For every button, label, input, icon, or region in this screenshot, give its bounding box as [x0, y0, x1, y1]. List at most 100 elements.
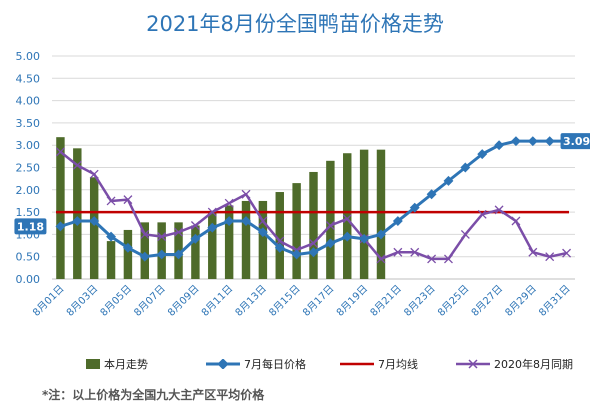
- point-x-marker: [562, 248, 572, 258]
- point-x-marker: [460, 229, 470, 239]
- point-x-marker: [410, 247, 420, 257]
- point-diamond-marker: [89, 216, 100, 226]
- point-x-marker: [342, 214, 352, 224]
- point-diamond-marker: [106, 231, 116, 242]
- bar: [292, 183, 301, 279]
- x-tick-label: 8月01日: [30, 283, 66, 319]
- point-x-marker: [241, 189, 251, 199]
- bar: [208, 212, 217, 279]
- legend-line-swatch-red: [340, 362, 374, 366]
- y-tick-label: 1.50: [16, 206, 41, 219]
- legend-line-swatch-blue: [206, 359, 240, 369]
- point-x-marker: [123, 195, 133, 205]
- x-axis: 8月01日8月03日8月05日8月07日8月09日8月11日8月13日8月15日…: [30, 283, 572, 319]
- data-label-text: 1.18: [17, 220, 44, 233]
- point-diamond-marker: [359, 233, 370, 244]
- point-x-marker: [477, 209, 487, 219]
- data-label-callout: 1.18: [14, 218, 47, 235]
- point-diamond-marker: [224, 216, 235, 226]
- point-diamond-marker: [426, 189, 437, 200]
- point-x-marker: [72, 160, 82, 170]
- legend-label-july-daily: 7月每日价格: [244, 358, 306, 371]
- point-diamond-marker: [544, 136, 555, 147]
- chart-title: 2021年8月份全国鸭苗价格走势: [146, 12, 444, 36]
- chart-plot: 0.000.501.001.502.002.503.003.504.004.50…: [14, 50, 590, 319]
- legend-item-bar: 本月走势: [86, 356, 148, 372]
- x-tick-label: 8月17日: [300, 283, 336, 319]
- point-x-marker: [157, 232, 167, 242]
- x-tick-label: 8月13日: [233, 283, 269, 319]
- legend-item-2020: 2020年8月同期: [456, 356, 573, 372]
- x-tick-label: 8月23日: [402, 283, 438, 319]
- bar: [326, 160, 335, 279]
- bar: [89, 177, 99, 279]
- x-tick-label: 8月25日: [435, 283, 471, 319]
- point-diamond-marker: [477, 149, 488, 160]
- point-diamond-marker: [527, 136, 538, 147]
- point-x-marker: [545, 252, 555, 262]
- bar: [140, 222, 150, 279]
- point-x-marker: [190, 221, 200, 230]
- legend-bar-swatch: [86, 359, 100, 369]
- bar: [123, 229, 133, 279]
- footnote: *注：以上价格为全国九大主产区平均价格: [42, 388, 265, 402]
- bar: [224, 205, 234, 279]
- data-label-box: [560, 133, 590, 150]
- point-x-marker: [174, 227, 183, 237]
- data-label-box: [14, 218, 47, 235]
- bar: [106, 241, 116, 279]
- point-x-marker: [207, 207, 217, 217]
- point-x-marker: [393, 247, 403, 257]
- point-diamond-marker: [342, 231, 353, 242]
- x-tick-label: 8月21日: [368, 283, 404, 319]
- y-tick-label: 4.50: [16, 72, 41, 85]
- point-x-marker: [106, 196, 116, 206]
- point-x-marker: [89, 169, 99, 179]
- bar: [56, 137, 65, 279]
- annotations: 1.18 3.09: [14, 133, 590, 235]
- y-tick-label: 0.00: [16, 273, 41, 286]
- point-x-marker: [325, 221, 335, 230]
- y-tick-label: 3.50: [16, 117, 41, 130]
- point-diamond-marker: [139, 251, 150, 262]
- legend-label-bar: 本月走势: [104, 358, 148, 371]
- legend-label-july-avg: 7月均线: [378, 358, 418, 371]
- x-tick-label: 8月27日: [469, 283, 505, 319]
- point-x-marker: [258, 216, 268, 226]
- point-diamond-marker: [443, 175, 454, 186]
- point-diamond-marker: [207, 222, 218, 233]
- point-diamond-marker: [308, 247, 319, 258]
- bar: [73, 148, 82, 279]
- point-x-marker: [140, 229, 150, 239]
- y-tick-label: 0.50: [16, 251, 41, 264]
- point-x-marker: [528, 247, 538, 257]
- bar: [343, 153, 352, 279]
- point-x-marker: [511, 216, 521, 226]
- x-tick-label: 8月31日: [537, 283, 573, 319]
- point-diamond-marker: [376, 229, 386, 240]
- point-diamond-marker: [409, 202, 420, 213]
- point-x-marker: [55, 147, 65, 157]
- x-tick-label: 8月09日: [165, 283, 201, 319]
- point-diamond-marker: [241, 216, 251, 226]
- y-tick-label: 4.00: [16, 95, 41, 108]
- y-tick-label: 2.50: [16, 162, 41, 175]
- x-tick-label: 8月11日: [199, 283, 235, 319]
- point-x-marker: [309, 238, 318, 248]
- point-diamond-marker: [291, 249, 302, 260]
- bar: [309, 171, 318, 279]
- point-x-marker: [376, 254, 386, 264]
- x-tick-label: 8月05日: [98, 283, 134, 319]
- point-diamond-marker: [494, 140, 505, 151]
- data-label-callout: 3.09: [560, 133, 590, 150]
- legend-label-2020: 2020年8月同期: [494, 358, 573, 371]
- y-tick-label: 3.00: [16, 139, 41, 152]
- point-x-marker: [224, 198, 234, 208]
- point-x-marker: [427, 254, 437, 264]
- x-tick-label: 8月15日: [267, 283, 303, 319]
- point-diamond-marker: [511, 136, 521, 147]
- point-diamond-marker: [156, 249, 167, 260]
- legend-item-july-avg: 7月均线: [340, 356, 418, 372]
- bar: [359, 149, 369, 279]
- data-label-text: 3.09: [563, 135, 590, 148]
